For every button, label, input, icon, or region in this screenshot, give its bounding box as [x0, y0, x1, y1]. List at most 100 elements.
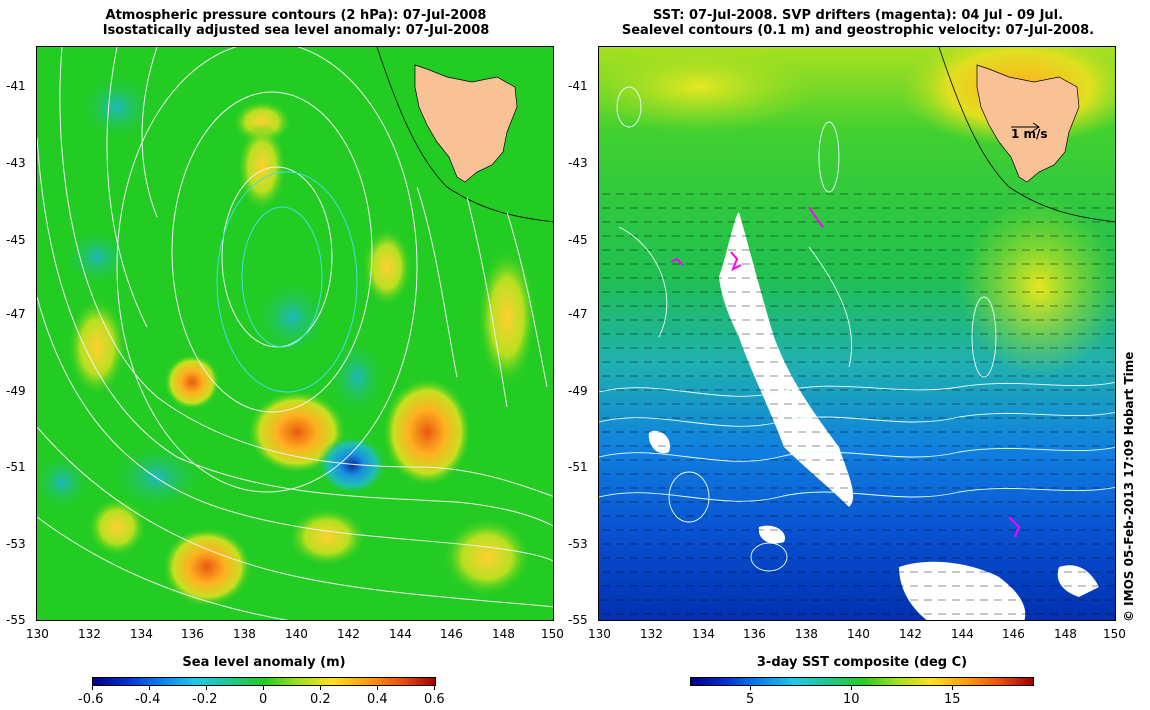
- geostrophic-velocity-arrows: [599, 187, 1115, 620]
- sla-cbar-tick-label: -0.2: [192, 692, 218, 707]
- sst-map[interactable]: 1 m/s: [598, 46, 1116, 621]
- sla-cbar-tick-label: 0: [259, 692, 268, 707]
- lon-tick: 140: [847, 627, 870, 641]
- lon-tick: 150: [1103, 627, 1126, 641]
- sla-map-svg: [37, 47, 553, 620]
- sla-positive-blob: [87, 497, 147, 557]
- right-title-line1: SST: 07-Jul-2008. SVP drifters (magenta)…: [652, 8, 1064, 23]
- sla-positive-blob: [287, 507, 367, 567]
- lon-tick: 134: [692, 627, 715, 641]
- sst-cbar-tick-label: 5: [746, 692, 755, 707]
- lat-tick: -47: [6, 307, 26, 321]
- sla-negative-blob: [62, 227, 132, 287]
- cbar-tick-mark: [149, 686, 150, 690]
- sst-cbar-tick-label: 15: [944, 692, 961, 707]
- sla-cbar-tick-label: -0.4: [135, 692, 161, 707]
- sla-colorbar-label: Sea level anomaly (m): [182, 655, 346, 670]
- bathymetry-contour: [376, 47, 553, 223]
- sla-cbar-tick-label: 0.2: [310, 692, 331, 707]
- cbar-tick-mark: [377, 686, 378, 690]
- lon-tick: 142: [899, 627, 922, 641]
- lat-tick: -45: [6, 233, 26, 247]
- lon-tick: 136: [181, 627, 204, 641]
- sla-negative-blob: [317, 435, 387, 495]
- tasmania-landmass: [976, 64, 1080, 183]
- lat-tick: -53: [6, 537, 26, 551]
- sla-positive-blob: [164, 354, 220, 410]
- lat-tick: -43: [6, 156, 26, 170]
- sst-warm-region: [599, 47, 819, 132]
- cbar-tick-mark: [263, 686, 264, 690]
- sla-negative-blob: [77, 72, 157, 142]
- lat-tick: -51: [568, 460, 588, 474]
- lon-tick: 130: [588, 627, 611, 641]
- sea-level-anomaly-map[interactable]: [36, 46, 554, 621]
- sla-negative-blob: [252, 277, 332, 357]
- sla-positive-blob: [382, 377, 472, 487]
- sla-negative-blob: [327, 337, 387, 417]
- lon-tick: 144: [951, 627, 974, 641]
- lon-tick: 132: [78, 627, 101, 641]
- sla-positive-blob: [442, 517, 532, 597]
- left-title-line1: Atmospheric pressure contours (2 hPa): 0…: [105, 8, 487, 23]
- lon-tick: 146: [440, 627, 463, 641]
- right-title: SST: 07-Jul-2008. SVP drifters (magenta)…: [598, 8, 1118, 38]
- sla-colorbar: [92, 677, 436, 686]
- left-title: Atmospheric pressure contours (2 hPa): 0…: [36, 8, 556, 38]
- svp-drifter-tracks: [670, 206, 1021, 538]
- cbar-tick-mark: [750, 686, 751, 690]
- lon-tick: 148: [492, 627, 515, 641]
- lon-tick: 150: [541, 627, 564, 641]
- lat-tick: -51: [6, 460, 26, 474]
- sst-map-svg: [599, 47, 1115, 620]
- lat-tick: -53: [568, 537, 588, 551]
- lon-tick: 138: [795, 627, 818, 641]
- sla-positive-blob: [362, 227, 412, 307]
- lon-tick: 148: [1054, 627, 1077, 641]
- lat-tick: -55: [6, 613, 26, 627]
- velocity-scale-arrow: [1011, 122, 1040, 132]
- sla-negative-blob: [107, 442, 207, 512]
- pressure-contours: [37, 47, 553, 620]
- lon-tick: 132: [640, 627, 663, 641]
- lat-tick: -41: [568, 79, 588, 93]
- cbar-tick-mark: [851, 686, 852, 690]
- cbar-tick-mark: [952, 686, 953, 690]
- sla-positive-blob: [67, 297, 127, 397]
- lon-tick: 142: [337, 627, 360, 641]
- lon-tick: 140: [285, 627, 308, 641]
- lat-tick: -41: [6, 79, 26, 93]
- cbar-tick-mark: [206, 686, 207, 690]
- pressure-low-contours: [216, 171, 358, 393]
- sla-negative-blob: [37, 452, 92, 512]
- lon-tick: 144: [389, 627, 412, 641]
- velocity-scale-label: 1 m/s: [1011, 127, 1048, 141]
- cbar-tick-mark: [92, 686, 93, 690]
- lat-tick: -55: [568, 613, 588, 627]
- sla-cbar-tick-label: -0.6: [78, 692, 104, 707]
- lat-tick: -47: [568, 307, 588, 321]
- sealevel-contours: [599, 86, 1115, 572]
- lat-tick: -45: [568, 233, 588, 247]
- sst-cbar-tick-label: 10: [843, 692, 860, 707]
- lon-tick: 130: [26, 627, 49, 641]
- lon-tick: 138: [233, 627, 256, 641]
- lon-tick: 136: [743, 627, 766, 641]
- lat-tick: -43: [568, 156, 588, 170]
- sst-colorbar-label: 3-day SST composite (deg C): [756, 655, 968, 670]
- cbar-tick-mark: [434, 686, 435, 690]
- left-title-line2: Isostatically adjusted sea level anomaly…: [102, 23, 490, 38]
- sla-positive-blob: [477, 247, 537, 387]
- imos-credit: © IMOS 05-Feb-2013 17:09 Hobart Time: [1122, 351, 1136, 622]
- sla-cbar-tick-label: 0.6: [424, 692, 445, 707]
- lon-tick: 146: [1002, 627, 1025, 641]
- lat-tick: -49: [6, 384, 26, 398]
- cbar-tick-mark: [320, 686, 321, 690]
- bathymetry-contour: [938, 47, 1115, 223]
- tasmania-landmass: [414, 64, 518, 183]
- lon-tick: 134: [130, 627, 153, 641]
- sla-cbar-tick-label: 0.4: [367, 692, 388, 707]
- right-title-line2: Sealevel contours (0.1 m) and geostrophi…: [621, 23, 1095, 38]
- lat-tick: -49: [568, 384, 588, 398]
- sst-colorbar: [690, 677, 1034, 686]
